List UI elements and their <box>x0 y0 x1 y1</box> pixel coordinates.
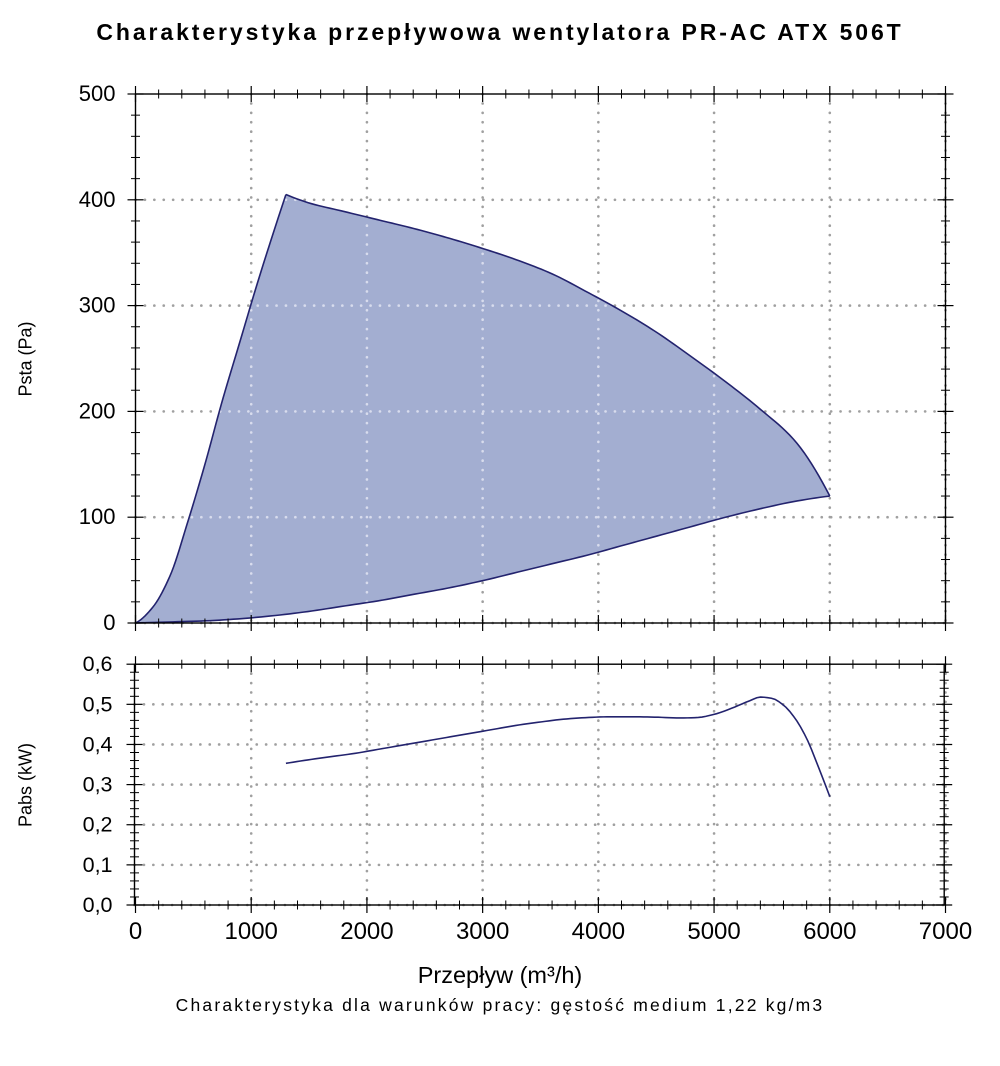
svg-text:0: 0 <box>103 610 115 635</box>
svg-text:1000: 1000 <box>225 918 278 945</box>
svg-text:0,1: 0,1 <box>83 853 113 877</box>
svg-text:0: 0 <box>129 918 142 945</box>
svg-text:0,3: 0,3 <box>83 773 113 797</box>
svg-text:500: 500 <box>79 81 116 106</box>
svg-text:4000: 4000 <box>572 918 625 945</box>
svg-text:100: 100 <box>79 504 116 529</box>
svg-text:7000: 7000 <box>919 918 972 945</box>
svg-text:5000: 5000 <box>687 918 740 945</box>
svg-text:300: 300 <box>79 293 116 318</box>
svg-text:3000: 3000 <box>456 918 509 945</box>
svg-text:0,5: 0,5 <box>83 692 113 716</box>
svg-text:6000: 6000 <box>803 918 856 945</box>
svg-text:0,4: 0,4 <box>83 732 113 756</box>
svg-text:0,0: 0,0 <box>83 893 113 917</box>
svg-text:200: 200 <box>79 398 116 423</box>
svg-text:400: 400 <box>79 187 116 212</box>
svg-text:2000: 2000 <box>340 918 393 945</box>
svg-text:0,2: 0,2 <box>83 813 113 837</box>
svg-text:0,6: 0,6 <box>83 652 113 676</box>
